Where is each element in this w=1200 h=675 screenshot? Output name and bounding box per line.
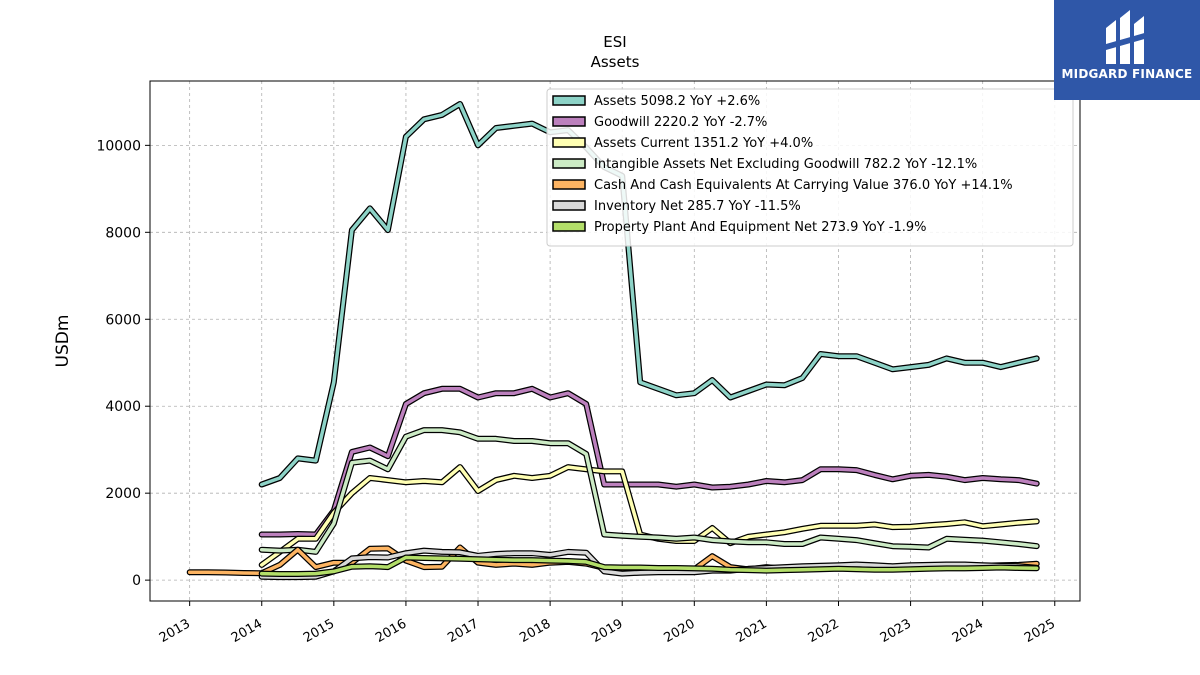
x-tick-label: 2018 — [517, 616, 553, 646]
series-lines — [186, 101, 1040, 581]
legend-swatch — [552, 179, 586, 190]
legend-entry: Assets Current 1351.2 YoY +4.0% — [594, 136, 813, 151]
x-tick-label: 2014 — [229, 616, 265, 646]
x-tick-label: 2013 — [157, 616, 193, 646]
legend: Assets 5098.2 YoY +2.6% Goodwill 2220.2 Y… — [546, 88, 1074, 247]
legend-box — [546, 88, 1074, 247]
legend-entry: Assets 5098.2 YoY +2.6% — [594, 94, 760, 109]
legend-swatch — [552, 137, 586, 148]
y-tick-label: 0 — [132, 573, 141, 589]
series-line — [259, 555, 1039, 576]
x-tick-label: 2016 — [373, 616, 409, 646]
series-5 — [258, 547, 1040, 581]
legend-swatch — [552, 158, 586, 169]
legend-entry: Goodwill 2220.2 YoY -2.7% — [594, 115, 767, 130]
legend-entry: Property Plant And Equipment Net 273.9 Y… — [594, 220, 927, 235]
x-tick-label: 2015 — [301, 616, 337, 646]
series-3 — [258, 427, 1040, 555]
x-tick-label: 2023 — [878, 616, 914, 646]
series-line — [259, 102, 1039, 487]
x-tick-label: 2020 — [661, 616, 697, 646]
legend-entry: Cash And Cash Equivalents At Carrying Va… — [594, 178, 1013, 193]
x-tick-label: 2017 — [445, 616, 481, 646]
x-tick-label: 2024 — [950, 616, 986, 646]
series-6 — [258, 554, 1040, 577]
legend-entry: Intangible Assets Net Excluding Goodwill… — [594, 157, 977, 172]
x-tick-label: 2021 — [734, 616, 770, 646]
plot-frame — [149, 80, 1081, 602]
y-axis-label: USDm — [53, 315, 73, 368]
series-0 — [258, 101, 1040, 488]
series-line — [259, 548, 1039, 579]
legend-swatch — [552, 200, 586, 211]
chart-title: ESI — [603, 33, 626, 51]
y-tick-label: 4000 — [105, 399, 141, 415]
y-tick-label: 10000 — [96, 138, 141, 154]
x-tick-label: 2025 — [1022, 616, 1058, 646]
legend-swatch — [552, 116, 586, 127]
legend-swatch — [552, 221, 586, 232]
x-tick-label: 2019 — [589, 616, 625, 646]
legend-entry: Inventory Net 285.7 YoY -11.5% — [594, 199, 801, 214]
x-tick-label: 2022 — [806, 616, 842, 646]
series-1 — [258, 385, 1040, 538]
midgard-logo-icon — [1106, 10, 1148, 64]
y-tick-label: 6000 — [105, 312, 141, 328]
series-line — [259, 387, 1039, 537]
chart-subtitle: Assets — [591, 53, 640, 71]
legend-swatch — [552, 95, 586, 106]
brand-name: MIDGARD FINANCE — [1061, 67, 1193, 81]
y-tick-label: 2000 — [105, 486, 141, 502]
series-line — [259, 428, 1039, 554]
y-tick-label: 8000 — [105, 225, 141, 241]
brand-logo: MIDGARD FINANCE — [1054, 0, 1200, 100]
